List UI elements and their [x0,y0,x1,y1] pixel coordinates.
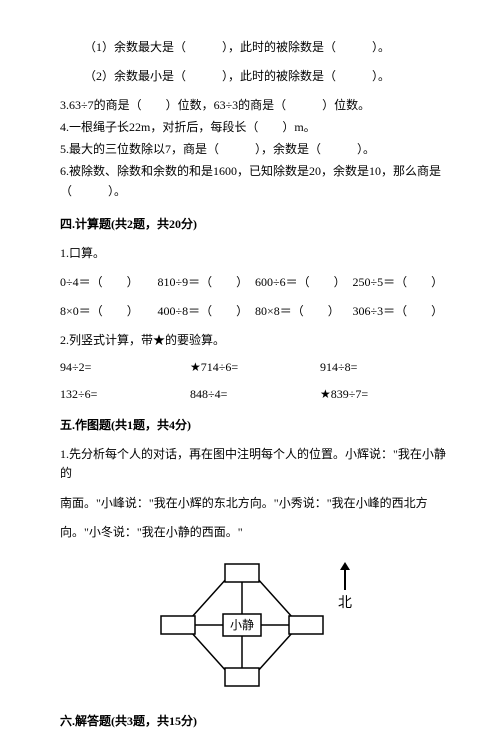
position-diagram: 小静 北 [60,560,450,690]
column-calc-row-2: 132÷6= 848÷4= ★839÷7= [60,387,450,402]
section-5-title: 五.作图题(共1题，共4分) [60,416,450,433]
north-arrow-icon [337,562,353,592]
svg-text:小静: 小静 [230,618,254,632]
section-4-q1-label: 1.口算。 [60,244,450,263]
calc-cell: 848÷4= [190,387,320,402]
section-4-q2-label: 2.列竖式计算，带★的要验算。 [60,331,450,350]
calc-cell: 810÷9＝（ ） [158,273,256,290]
calc-cell: 600÷6＝（ ） [255,273,353,290]
calc-cell: 80×8＝（ ） [255,302,353,319]
calc-cell: 400÷8＝（ ） [158,302,256,319]
question-5: 5.最大的三位数除以7，商是（ ），余数是（ ）。 [60,140,450,158]
question-remainder-2: （2）余数最小是（ ），此时的被除数是（ ）。 [60,67,450,86]
north-indicator: 北 [337,562,353,612]
column-calc-row-1: 94÷2= ★714÷6= 914÷8= [60,360,450,375]
diagram-svg: 小静 [157,560,327,690]
mental-calc-row-1: 0÷4＝（ ） 810÷9＝（ ） 600÷6＝（ ） 250÷5＝（ ） [60,273,450,290]
calc-cell: 8×0＝（ ） [60,302,158,319]
calc-cell: 250÷5＝（ ） [353,273,451,290]
question-3: 3.63÷7的商是（ ）位数，63÷3的商是（ ）位数。 [60,96,450,114]
mental-calc-row-2: 8×0＝（ ） 400÷8＝（ ） 80×8＝（ ） 306÷3＝（ ） [60,302,450,319]
section-6-title: 六.解答题(共3题，共15分) [60,712,450,729]
section-5-q1-line-a: 1.先分析每个人的对话，再在图中注明每个人的位置。小辉说："我在小静的 [60,445,450,483]
north-label: 北 [338,592,352,612]
section-5-q1-line-b: 南面。"小峰说："我在小辉的东北方向。"小秀说："我在小峰的西北方 [60,494,450,513]
calc-cell: ★714÷6= [190,360,320,375]
question-4: 4.一根绳子长22m，对折后，每段长（ ）m。 [60,118,450,136]
calc-cell: 94÷2= [60,360,190,375]
question-remainder-1: （1）余数最大是（ ），此时的被除数是（ ）。 [60,38,450,57]
calc-cell: 914÷8= [320,360,450,375]
calc-cell: 306÷3＝（ ） [353,302,451,319]
section-5-q1-line-c: 向。"小冬说："我在小静的西面。" [60,523,450,542]
question-6: 6.被除数、除数和余数的和是1600，已知除数是20，余数是10，那么商是（ ）… [60,162,450,200]
calc-cell: 0÷4＝（ ） [60,273,158,290]
calc-cell: 132÷6= [60,387,190,402]
calc-cell: ★839÷7= [320,387,450,402]
section-4-title: 四.计算题(共2题，共20分) [60,215,450,232]
